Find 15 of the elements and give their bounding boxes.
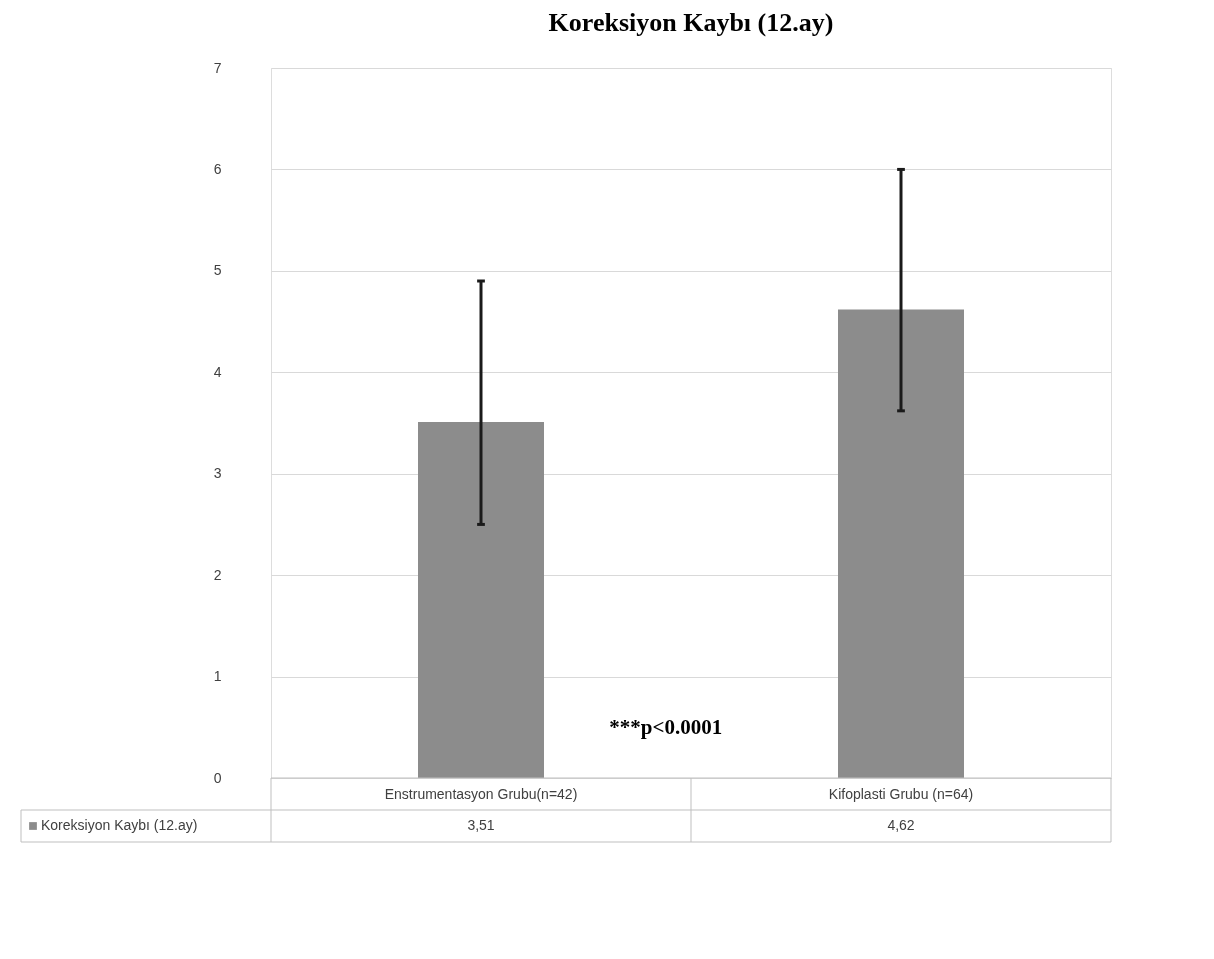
x-tick-label: Kifoplasti Grubu (n=64)	[828, 786, 974, 802]
y-tick-label: 1	[213, 668, 222, 685]
chart-title: Koreksiyon Kaybı (12.ay)	[548, 8, 834, 37]
y-tick-label: 7	[213, 59, 222, 76]
y-tick-label: 5	[213, 262, 222, 279]
y-tick-label: 0	[213, 769, 222, 786]
legend-label: Koreksiyon Kaybı (12.ay)	[41, 817, 198, 833]
annotation: ***p<0.0001	[609, 715, 723, 739]
y-tick-label: 3	[213, 465, 222, 482]
x-tick-label: Enstrumentasyon Grubu(n=42)	[384, 786, 578, 802]
y-tick-label: 4	[213, 363, 222, 380]
data-label: 4,62	[887, 817, 915, 833]
data-label: 3,51	[467, 817, 495, 833]
y-tick-label: 6	[213, 160, 222, 177]
y-tick-label: 2	[213, 566, 222, 583]
